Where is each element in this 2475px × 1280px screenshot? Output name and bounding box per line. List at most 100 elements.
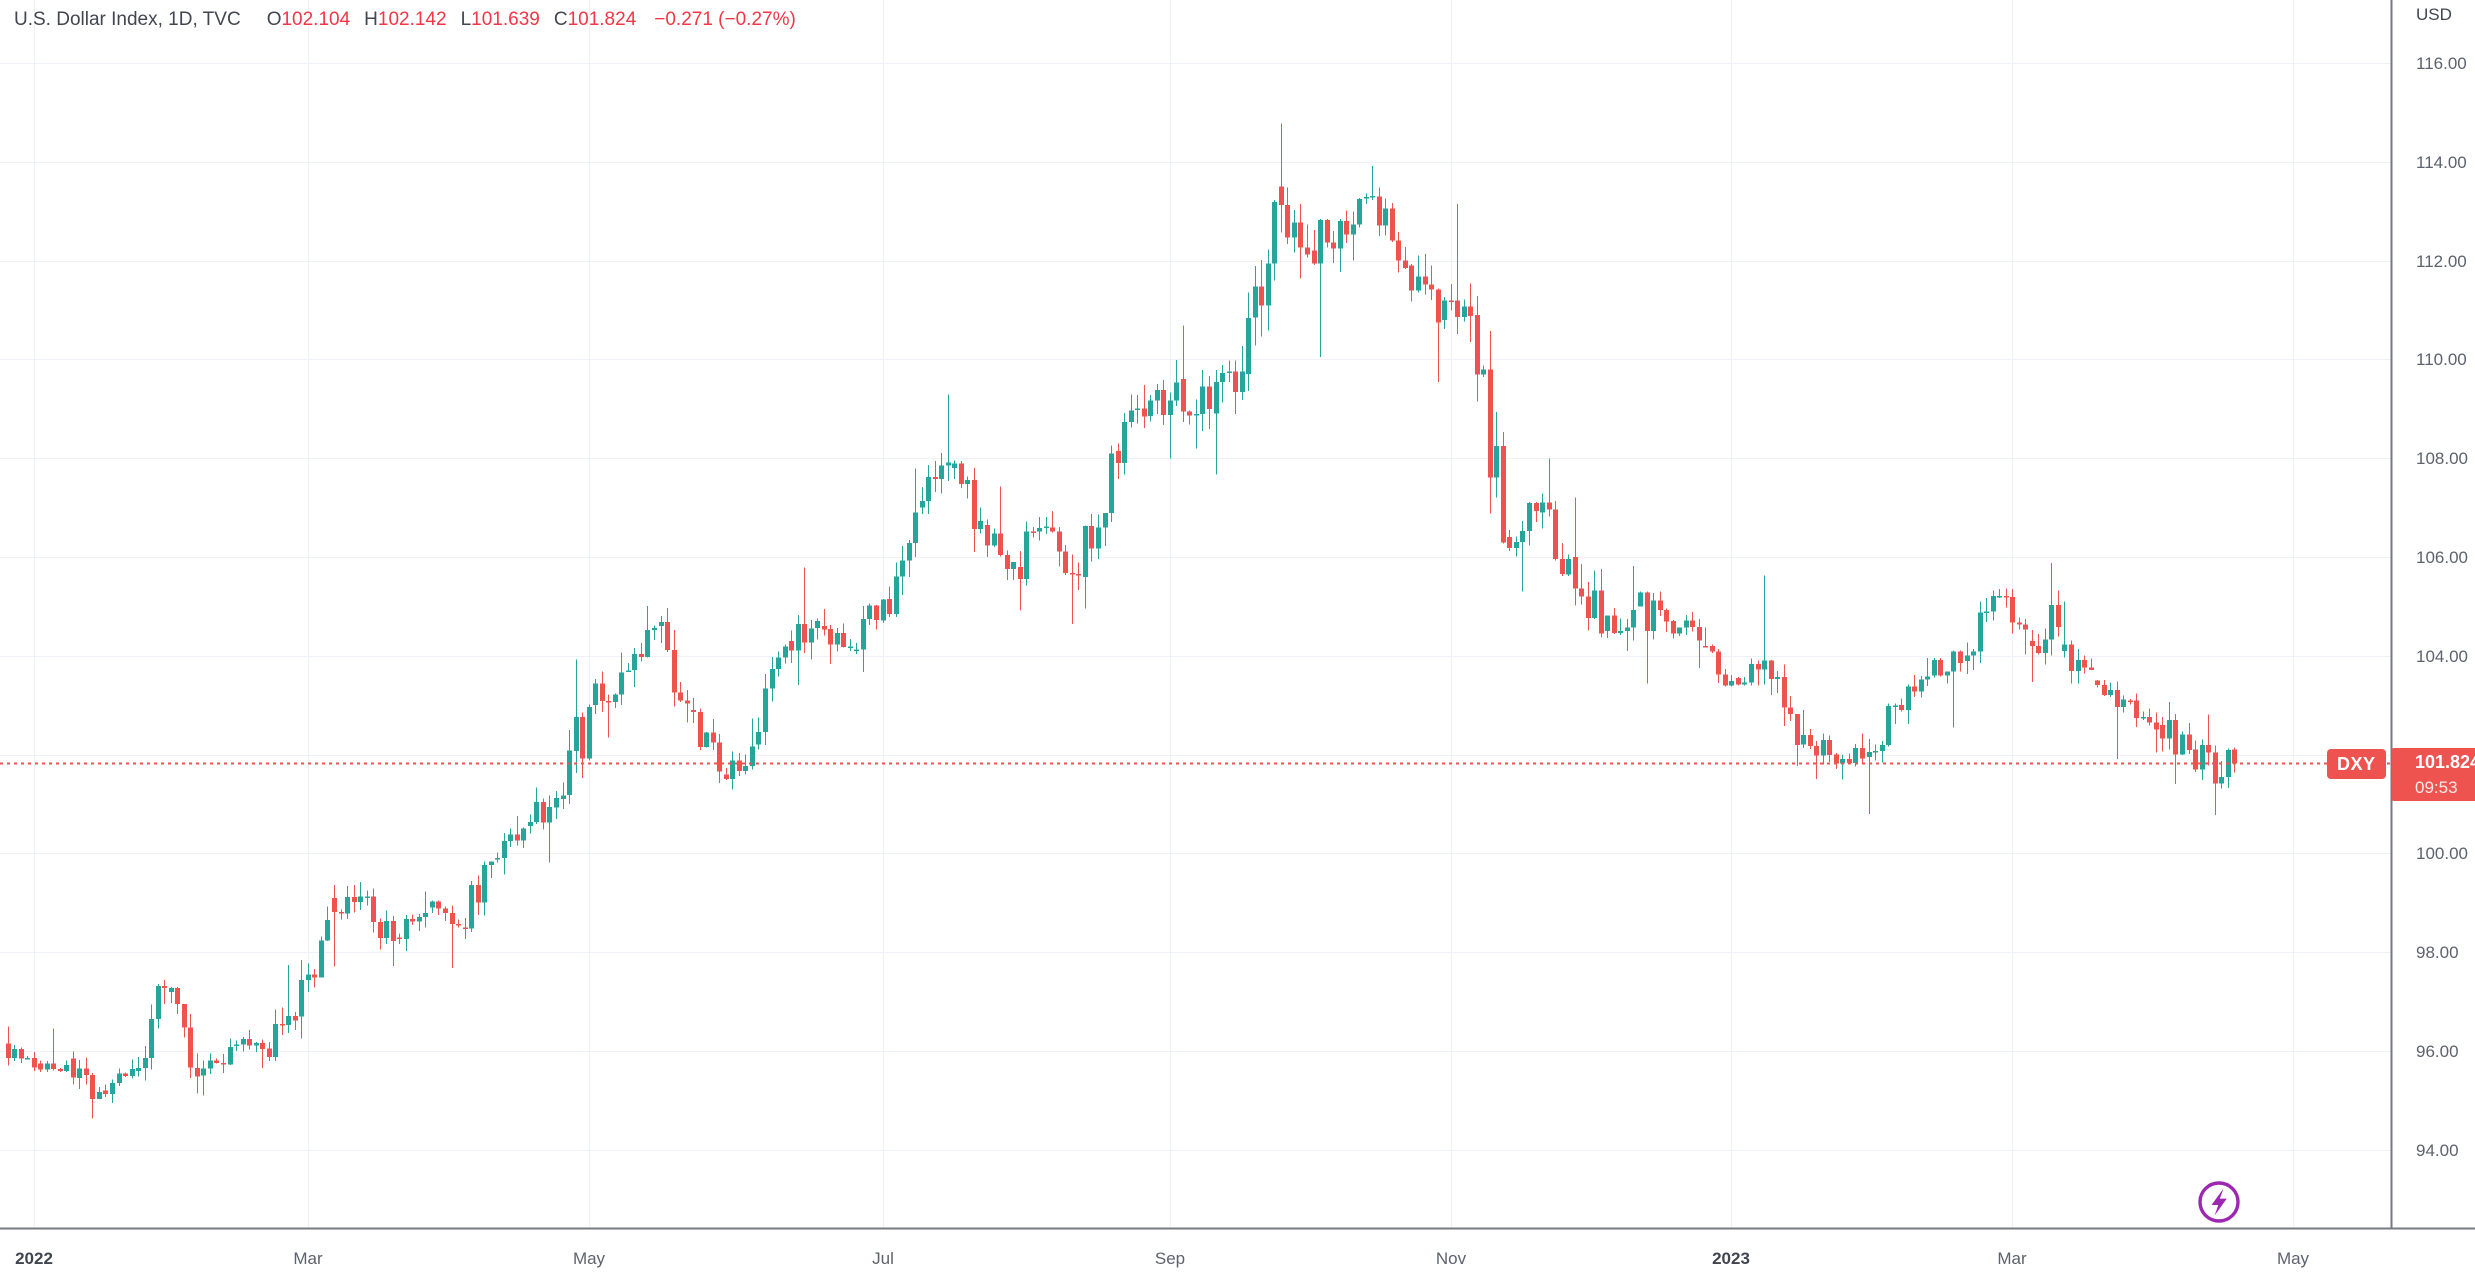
candle <box>312 968 317 988</box>
candle <box>358 882 363 910</box>
candle <box>2102 680 2107 697</box>
candle <box>1514 536 1519 557</box>
candle-body <box>2004 596 2009 598</box>
candle <box>2134 693 2139 728</box>
candle <box>345 886 350 920</box>
candle <box>508 828 513 848</box>
last-price-value: 101.824 <box>2415 752 2475 772</box>
candle <box>2219 761 2224 789</box>
candle <box>946 394 951 481</box>
candle-body <box>378 922 383 938</box>
candle <box>384 910 389 944</box>
candle-body <box>508 834 513 841</box>
candle <box>1592 570 1597 620</box>
candle <box>2180 731 2185 756</box>
candle-body <box>1409 265 1414 291</box>
candle-body <box>1579 588 1584 597</box>
flash-button[interactable] <box>2196 1179 2242 1225</box>
price-tick-label: 116.00 <box>2416 54 2467 73</box>
candle-body <box>130 1068 135 1076</box>
candle <box>1018 550 1023 611</box>
candle <box>1788 695 1793 722</box>
candle-body <box>417 917 422 922</box>
candle-body <box>1018 566 1023 580</box>
candle <box>659 616 664 644</box>
candle <box>1103 513 1108 546</box>
candle <box>861 606 866 673</box>
candle <box>894 562 899 617</box>
price-tick-label: 110.00 <box>2416 350 2467 369</box>
candle-body <box>456 924 461 926</box>
candle-body <box>1161 389 1166 416</box>
candle-body <box>1351 224 1356 235</box>
candle-body <box>1671 621 1676 634</box>
candle <box>776 651 781 677</box>
candle-body <box>600 683 605 702</box>
candle <box>1991 590 1996 621</box>
candle <box>443 906 448 922</box>
candle-body <box>913 512 918 543</box>
candle <box>685 690 690 723</box>
candle <box>606 694 611 738</box>
candle-body <box>1135 408 1140 411</box>
candle-body <box>1050 527 1055 532</box>
candle-body <box>1749 664 1754 683</box>
candle-body <box>861 618 866 650</box>
candle-body <box>822 626 827 630</box>
price-axis[interactable] <box>2391 0 2475 1228</box>
candle <box>103 1084 108 1097</box>
candle-body <box>1272 201 1277 264</box>
candle-body <box>763 688 768 733</box>
last-price-axis-label[interactable]: 101.824 09:53 <box>2392 748 2475 801</box>
candle <box>1005 550 1010 581</box>
candle-body <box>2017 622 2022 625</box>
candle <box>45 1061 50 1073</box>
candle <box>770 657 775 702</box>
candle <box>1390 203 1395 242</box>
symbol-title[interactable]: U.S. Dollar Index, 1D, TVC <box>14 9 241 30</box>
candle-body <box>2095 680 2100 685</box>
candles-layer[interactable] <box>6 123 2237 1119</box>
candle <box>325 906 330 942</box>
candle <box>214 1058 219 1064</box>
candle-body <box>665 621 670 650</box>
candle <box>247 1029 252 1050</box>
candle-body <box>495 858 500 860</box>
candle <box>1357 198 1362 228</box>
candle-body <box>2043 639 2048 654</box>
candle-body <box>1971 651 1976 656</box>
candle-body <box>2200 744 2205 770</box>
candle <box>2141 711 2146 720</box>
candle <box>1057 526 1062 567</box>
candle-body <box>410 919 415 922</box>
candle-body <box>1886 705 1891 745</box>
candle <box>1449 283 1454 311</box>
candle <box>717 734 722 783</box>
candle <box>587 704 592 761</box>
candle <box>1951 650 1956 728</box>
candle <box>580 712 585 779</box>
candle-body <box>828 629 833 645</box>
candle-body <box>2010 596 2015 623</box>
candle-body <box>547 807 552 823</box>
candle <box>815 618 820 640</box>
candle <box>1272 199 1277 281</box>
candle <box>600 671 605 712</box>
candle-body <box>1566 559 1571 575</box>
price-line-symbol-badge[interactable]: DXY <box>2327 749 2386 779</box>
candle-body <box>2193 749 2198 770</box>
candle <box>234 1040 239 1051</box>
candle <box>1723 668 1728 687</box>
candle-body <box>1867 752 1872 758</box>
candle-body <box>1625 627 1630 632</box>
candle <box>143 1045 148 1081</box>
candle-body <box>1423 276 1428 285</box>
candle <box>1664 608 1669 633</box>
candle-body <box>2160 725 2165 739</box>
candle-body <box>358 896 363 902</box>
time-axis[interactable] <box>0 1229 2475 1280</box>
candle <box>1769 660 1774 696</box>
candle <box>2160 717 2165 752</box>
candle-body <box>672 649 677 693</box>
